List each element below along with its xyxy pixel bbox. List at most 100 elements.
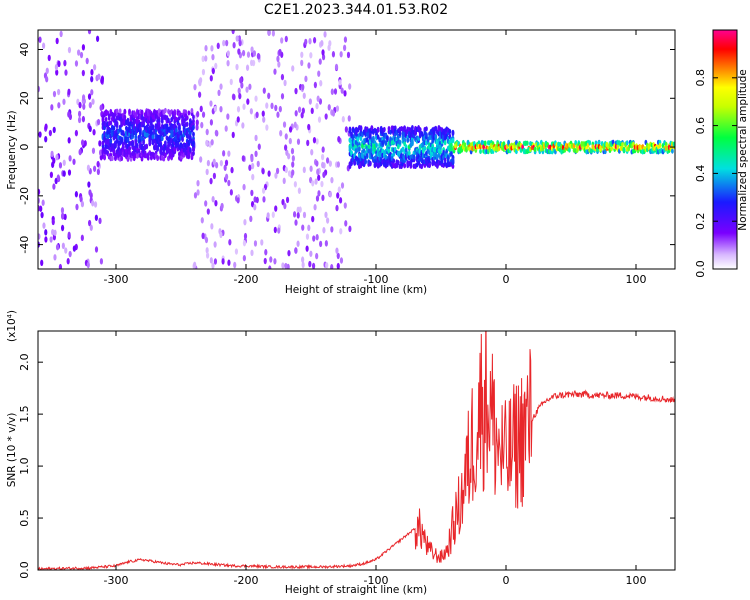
spectrogram-cell [308,38,312,45]
spectrogram-cell [331,51,336,58]
spectrogram-cell [315,252,319,260]
spectrogram-frame [37,29,676,270]
spectrogram-cell [38,131,42,138]
spectrogram-cell [61,242,65,250]
spectrogram-cell [268,265,272,269]
spectrogram-cell [238,39,242,47]
spectrogram-cell [479,148,482,155]
spectrogram-cell [356,136,360,142]
colorbar-tick-label: 0.2 [694,212,707,230]
spectrogram-cell [368,161,372,167]
spectrogram-cell [41,199,45,206]
spectrogram-cell [103,155,106,161]
spectrogram-cell [273,226,277,234]
spectrogram-cell [361,143,364,149]
spectrogram-cell [252,50,257,57]
spectrogram-cell [97,73,101,80]
spectrogram-cell [337,136,341,143]
spectrogram-cell [240,82,244,89]
spectrogram-xtick-label: -200 [234,273,259,286]
spectrogram-cell [431,143,435,149]
spectrogram-cell [425,132,428,138]
spectrogram-cell [94,214,98,221]
spectrogram-cell [99,104,103,112]
spectrogram-cell [72,245,76,252]
spectrogram-cell [40,259,44,267]
snr-y-multiplier: (x10⁴) [6,310,18,342]
spectrogram-cell [321,153,325,161]
spectrogram-cell [451,130,455,137]
spectrogram-cell [328,160,332,167]
spectrogram-cell [228,239,232,246]
spectrogram-cell [411,139,414,145]
spectrogram-cell [313,204,317,211]
spectrogram-cell [160,118,164,124]
spectrogram-cell [403,125,406,131]
colorbar-label: Normalized spectral amplitude [737,69,749,230]
colorbar-tick-label: 0.8 [694,69,707,87]
spectrogram-cell [215,162,219,169]
spectrogram-cell [99,258,104,265]
spectrogram-cell [201,68,206,76]
spectrogram-cell [384,140,388,146]
spectrogram-cell [54,177,58,185]
spectrogram-cell [55,243,60,251]
spectrogram-cell [253,240,258,247]
spectrogram-cell [242,239,247,247]
spectrogram-cell [93,64,97,71]
spectrogram-cell [80,139,85,146]
spectrogram-cell [311,180,315,187]
spectrogram-cell [68,155,72,162]
spectrogram-ytick-label: 40 [18,43,31,57]
spectrogram-cell [212,158,216,166]
spectrogram-cell [328,191,332,198]
spectrogram-cell [250,189,254,197]
spectrogram-xtick-label: -300 [104,273,129,286]
spectrogram-cell [38,188,41,196]
spectrogram-cell [261,110,265,117]
spectrogram-cell [66,258,70,265]
spectrogram-cell [151,134,155,140]
spectrogram-cell [451,157,455,163]
spectrogram-cell [263,257,267,265]
spectrogram-cell [227,179,231,187]
spectrogram-cell [53,229,57,236]
spectrogram-cell [309,165,313,172]
spectrogram-cell [312,235,316,242]
spectrogram-cell [251,162,255,170]
snr-y-axis: 0.0 0.5 1.0 1.5 2.0 [18,353,675,579]
snr-ytick-label: 0.5 [18,509,31,527]
spectrogram-cell [271,30,275,37]
spectrogram-cell [67,231,71,239]
spectrogram-cell [213,241,217,248]
spectrogram-cell [364,159,367,165]
spectrogram-cell [96,168,100,176]
spectrogram-cell [50,150,54,158]
spectrogram-cell [47,54,51,62]
spectrogram-cell [392,151,396,157]
spectrogram-cell [237,48,241,55]
spectrogram-cell [287,249,291,257]
spectrogram-cell [521,144,525,150]
spectrogram-cell [80,234,84,242]
spectrogram-cell [382,126,386,133]
spectrogram-cell [321,194,325,202]
spectrogram-cell [392,158,396,164]
spectrogram-cell [273,68,277,75]
spectrogram-cell [261,187,266,194]
spectrogram-cell [55,37,59,45]
spectrogram-cell [307,123,311,131]
spectrogram-cell [63,59,67,67]
spectrogram-cell [213,105,217,112]
spectrogram-cell [42,222,46,229]
spectrogram-cell [285,196,290,204]
spectrogram-cell [265,102,269,109]
spectrogram-cell [283,202,287,210]
spectrogram-ytick-label: 20 [18,91,31,105]
spectrogram-cell [193,261,197,269]
spectrogram-cell [276,55,280,63]
spectrogram-cell [321,161,325,169]
spectrogram-cell [344,220,348,227]
spectrogram-cell [270,102,274,110]
spectrogram-cell [115,108,119,115]
